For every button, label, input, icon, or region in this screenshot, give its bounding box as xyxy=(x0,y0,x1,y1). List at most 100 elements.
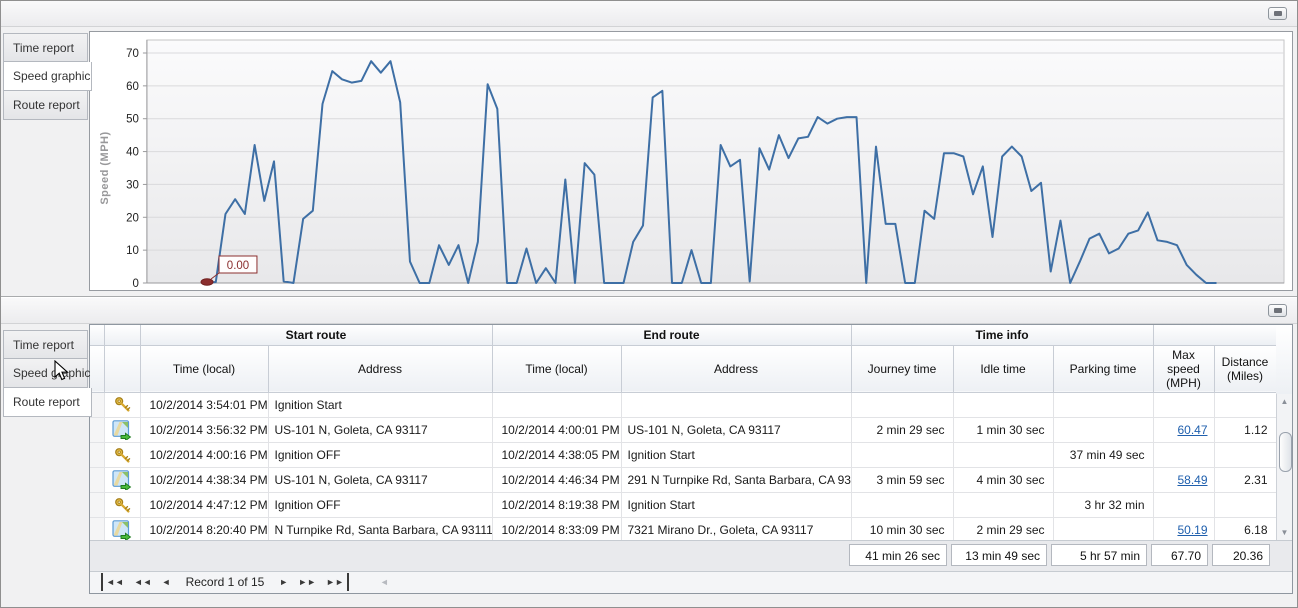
col-end-time[interactable]: Time (local) xyxy=(491,345,622,393)
col-max-speed[interactable]: Max speed (MPH) xyxy=(1152,345,1215,393)
table-row[interactable]: 10/2/2014 3:56:32 PM US-101 N, Goleta, C… xyxy=(90,417,1277,443)
journey-time-cell: 2 min 29 sec xyxy=(850,417,954,443)
parking-time-cell xyxy=(1052,467,1154,493)
start-time-cell: 10/2/2014 4:47:12 PM xyxy=(139,492,269,518)
journey-time-cell xyxy=(850,392,954,418)
end-address-cell: Ignition Start xyxy=(620,442,852,468)
max-speed-link[interactable]: 60.47 xyxy=(1177,423,1208,437)
col-distance[interactable]: Distance (Miles) xyxy=(1213,345,1277,393)
max-speed-cell xyxy=(1152,392,1215,418)
row-indicator-cell xyxy=(90,517,105,540)
h-scroll-left-icon[interactable]: ◄ xyxy=(379,577,389,587)
row-indicator-cell xyxy=(90,442,105,468)
summary-parking-time: 5 hr 57 min xyxy=(1051,543,1147,566)
grid-header: Start route End route Time info Time (lo… xyxy=(90,325,1277,393)
max-speed-link[interactable]: 50.19 xyxy=(1177,523,1208,537)
max-speed-cell: 58.49 xyxy=(1152,467,1215,493)
speed-line-chart[interactable]: 0 10 20 30 40 50 60 70 Speed (MPH) 0.00 xyxy=(90,32,1292,290)
distance-cell: 2.31 xyxy=(1213,467,1277,493)
collapse-icon xyxy=(1273,11,1282,16)
scroll-up-icon[interactable]: ▲ xyxy=(1280,397,1289,406)
row-icon-cell xyxy=(103,392,141,418)
report-tabs: Time report Speed graphic Route report xyxy=(3,33,92,120)
collapse-icon xyxy=(1273,308,1282,313)
summary-row: 41 min 26 sec 13 min 49 sec 5 hr 57 min … xyxy=(90,539,1292,571)
table-row[interactable]: 10/2/2014 8:20:40 PM N Turnpike Rd, Sant… xyxy=(90,517,1277,540)
point-value-label: 0.00 xyxy=(227,260,249,272)
grid-rows-viewport: 10/2/2014 3:54:01 PM Ignition Start 10/2… xyxy=(90,392,1292,540)
y-tick-label: 40 xyxy=(126,147,139,159)
scroll-down-icon[interactable]: ▼ xyxy=(1280,528,1289,537)
start-address-cell: Ignition OFF xyxy=(267,492,493,518)
header-group-time-info[interactable]: Time info xyxy=(850,325,1154,346)
col-start-address[interactable]: Address xyxy=(267,345,493,393)
row-icon-cell xyxy=(103,517,141,540)
journey-time-cell xyxy=(850,492,954,518)
y-tick-label: 30 xyxy=(126,179,139,191)
tab-time-report[interactable]: Time report xyxy=(3,33,88,62)
header-group-start-route[interactable]: Start route xyxy=(139,325,493,346)
panel-header-strip xyxy=(1,1,1297,27)
table-row[interactable]: 10/2/2014 4:47:12 PM Ignition OFF 10/2/2… xyxy=(90,492,1277,518)
end-address-cell: 7321 Mirano Dr., Goleta, CA 93117 xyxy=(620,517,852,540)
col-idle-time[interactable]: Idle time xyxy=(952,345,1054,393)
idle-time-cell xyxy=(952,492,1054,518)
summary-idle-time: 13 min 49 sec xyxy=(951,543,1047,566)
first-record-button[interactable]: ◄◄ xyxy=(101,573,129,591)
y-tick-label: 50 xyxy=(126,114,139,126)
key-icon xyxy=(114,497,130,513)
vertical-scrollbar[interactable]: ▲ ▼ xyxy=(1276,394,1292,541)
report-tabs: Time report Speed graphic Route report xyxy=(3,330,92,417)
end-time-cell: 10/2/2014 8:33:09 PM xyxy=(491,517,622,540)
summary-journey-time: 41 min 26 sec xyxy=(849,543,947,566)
col-end-address[interactable]: Address xyxy=(620,345,852,393)
end-address-cell xyxy=(620,392,852,418)
collapse-panel-button[interactable] xyxy=(1268,304,1287,317)
scrollbar-thumb[interactable] xyxy=(1279,432,1292,472)
row-icon-cell xyxy=(103,467,141,493)
tab-speed-graphic[interactable]: Speed graphic xyxy=(3,359,90,388)
start-time-cell: 10/2/2014 8:20:40 PM xyxy=(139,517,269,540)
speed-chart-container: 0 10 20 30 40 50 60 70 Speed (MPH) 0.00 xyxy=(89,31,1293,291)
col-parking-time[interactable]: Parking time xyxy=(1052,345,1154,393)
end-time-cell xyxy=(491,392,622,418)
start-address-cell: Ignition OFF xyxy=(267,442,493,468)
header-group-end-route[interactable]: End route xyxy=(491,325,852,346)
last-record-button[interactable]: ►► xyxy=(321,573,349,591)
route-report-grid: Start route End route Time info Time (lo… xyxy=(89,324,1293,594)
tab-route-report[interactable]: Route report xyxy=(3,388,92,417)
key-icon xyxy=(114,447,130,463)
idle-time-cell: 4 min 30 sec xyxy=(952,467,1054,493)
table-row[interactable]: 10/2/2014 4:38:34 PM US-101 N, Goleta, C… xyxy=(90,467,1277,493)
table-row[interactable]: 10/2/2014 4:00:16 PM Ignition OFF 10/2/2… xyxy=(90,442,1277,468)
record-position-label: Record 1 of 15 xyxy=(185,575,265,589)
tab-speed-graphic[interactable]: Speed graphic xyxy=(3,62,92,91)
journey-time-cell: 3 min 59 sec xyxy=(850,467,954,493)
start-address-cell: US-101 N, Goleta, CA 93117 xyxy=(267,467,493,493)
start-time-cell: 10/2/2014 4:38:34 PM xyxy=(139,467,269,493)
idle-time-cell xyxy=(952,442,1054,468)
distance-cell xyxy=(1213,442,1277,468)
prev-record-button[interactable]: ◄ xyxy=(161,577,171,587)
route-map-icon xyxy=(112,520,132,540)
next-page-button[interactable]: ►► xyxy=(298,577,317,587)
col-journey-time[interactable]: Journey time xyxy=(850,345,954,393)
parking-time-cell: 37 min 49 sec xyxy=(1052,442,1154,468)
route-report-panel: Time report Speed graphic Route report xyxy=(1,297,1297,607)
prev-page-button[interactable]: ◄◄ xyxy=(133,577,152,587)
tab-route-report[interactable]: Route report xyxy=(3,91,88,120)
distance-cell xyxy=(1213,492,1277,518)
start-address-cell: Ignition Start xyxy=(267,392,493,418)
tab-time-report[interactable]: Time report xyxy=(3,330,88,359)
point-value-tooltip xyxy=(218,255,258,274)
col-start-time[interactable]: Time (local) xyxy=(139,345,269,393)
max-speed-link[interactable]: 58.49 xyxy=(1177,473,1208,487)
parking-time-cell xyxy=(1052,417,1154,443)
start-time-cell: 10/2/2014 3:54:01 PM xyxy=(139,392,269,418)
next-record-button[interactable]: ► xyxy=(279,577,289,587)
collapse-panel-button[interactable] xyxy=(1268,7,1287,20)
record-navigator: ◄◄ ◄◄ ◄ Record 1 of 15 ► ►► ►► ◄ xyxy=(90,570,1292,593)
start-time-cell: 10/2/2014 3:56:32 PM xyxy=(139,417,269,443)
table-row[interactable]: 10/2/2014 3:54:01 PM Ignition Start xyxy=(90,392,1277,418)
